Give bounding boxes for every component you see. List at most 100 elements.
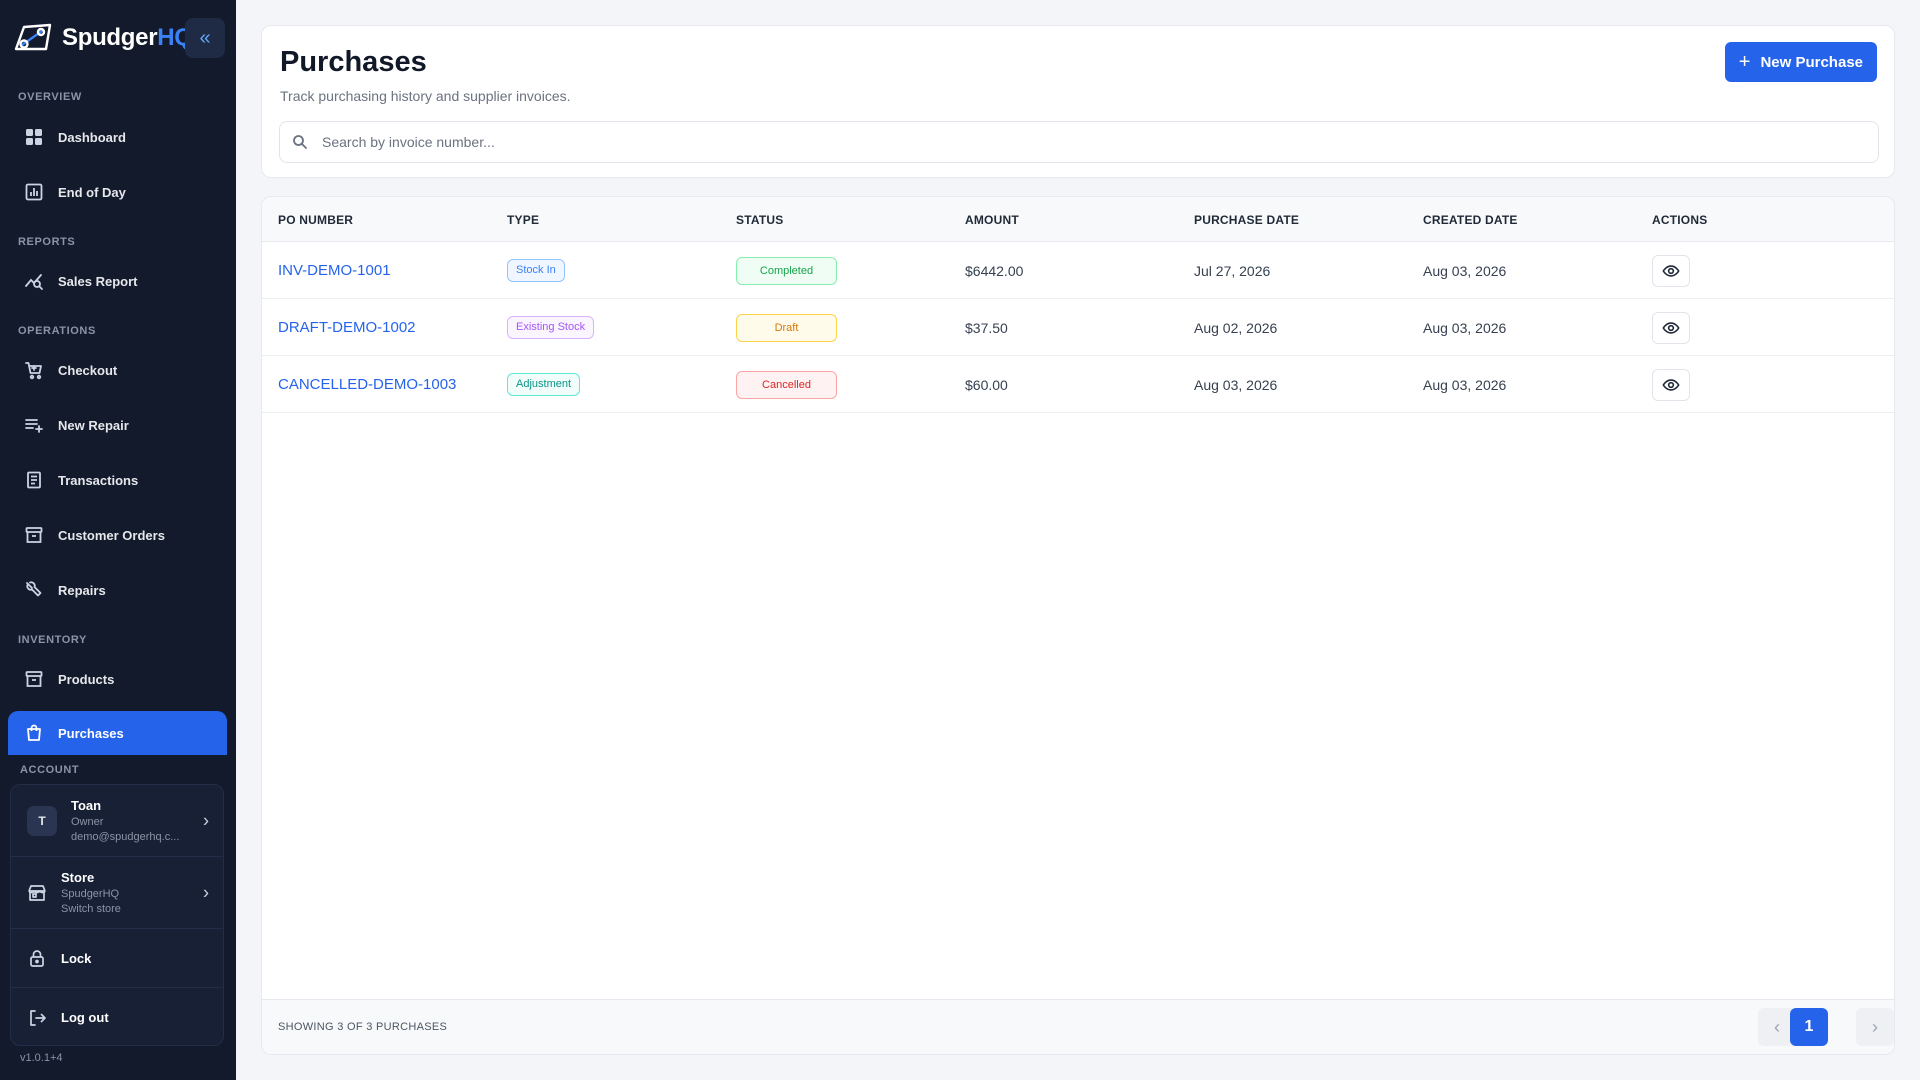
sidebar-item-label: End of Day [58,184,126,200]
brand-name: SpudgerHQ [62,24,193,51]
new-purchase-label: New Purchase [1760,53,1863,71]
user-email: demo@spudgerhq.c... [71,831,180,843]
column-header-po-number[interactable]: PO NUMBER [278,213,354,227]
table-footer: SHOWING 3 OF 3 PURCHASES ‹ 1 › [262,999,1894,1054]
sidebar-item-label: Customer Orders [58,527,165,543]
page-title: Purchases [280,46,427,78]
sidebar-item-purchases[interactable]: Purchases [8,711,227,755]
page-subtitle: Track purchasing history and supplier in… [280,88,571,104]
po-number-link[interactable]: DRAFT-DEMO-1002 [278,319,416,336]
sidebar-item-dashboard[interactable]: Dashboard [8,115,227,159]
column-header-actions: ACTIONS [1652,213,1708,227]
avatar: T [27,805,57,836]
archive-box-icon [25,671,43,687]
store-icon [28,884,46,901]
view-purchase-button[interactable] [1652,311,1690,344]
section-label-operations: OPERATIONS [18,325,96,337]
section-label-reports: REPORTS [18,236,76,248]
brand-logo[interactable]: SpudgerHQ [10,18,193,58]
view-purchase-button[interactable] [1652,254,1690,287]
created-date-cell: Aug 03, 2026 [1423,319,1507,336]
section-label-account: ACCOUNT [20,764,80,776]
column-header-amount[interactable]: AMOUNT [965,213,1019,227]
view-purchase-button[interactable] [1652,368,1690,401]
page-number-button[interactable]: 1 [1790,1008,1828,1046]
receipt-icon [27,471,41,489]
chevron-left-icon: ‹ [1774,1016,1780,1037]
section-label-overview: OVERVIEW [18,91,82,103]
cart-icon [25,362,42,380]
previous-page-button[interactable]: ‹ [1758,1008,1796,1046]
next-page-button[interactable]: › [1856,1008,1894,1046]
double-chevron-left-icon: « [199,26,211,49]
amount-cell: $6442.00 [965,262,1024,279]
sidebar-item-repairs[interactable]: Repairs [8,568,227,612]
store-switch-button[interactable]: Store SpudgerHQ Switch store › [11,857,223,929]
search-box [279,121,1879,163]
type-badge: Stock In [507,259,565,282]
trend-search-icon [25,274,43,290]
status-badge: Cancelled [736,370,837,399]
purchase-date-cell: Aug 03, 2026 [1194,376,1278,393]
sidebar-item-label: Products [58,671,115,687]
sidebar-item-end-of-day[interactable]: End of Day [8,170,227,214]
sidebar-item-label: Transactions [58,472,139,488]
logout-icon [30,1009,46,1026]
sidebar-item-transactions[interactable]: Transactions [8,458,227,502]
lock-button[interactable]: Lock [11,929,223,988]
status-badge: Completed [736,256,837,285]
created-date-cell: Aug 03, 2026 [1423,262,1507,279]
sidebar: SpudgerHQ « OVERVIEW Dashboard End of Da… [0,0,236,1080]
store-title: Store [61,870,95,885]
logout-button[interactable]: Log out [11,988,223,1045]
bar-chart-icon [25,183,43,201]
table-row[interactable]: DRAFT-DEMO-1002 Existing Stock Draft $37… [262,299,1894,356]
results-count: SHOWING 3 OF 3 PURCHASES [278,1021,448,1033]
created-date-cell: Aug 03, 2026 [1423,376,1507,393]
type-badge: Adjustment [507,373,581,396]
purchases-table: PO NUMBER TYPE STATUS AMOUNT PURCHASE DA… [261,196,1895,1055]
amount-cell: $37.50 [965,319,1008,336]
new-purchase-button[interactable]: + New Purchase [1724,42,1877,82]
search-input[interactable] [322,134,1862,150]
column-header-created-date[interactable]: CREATED DATE [1423,213,1518,227]
sidebar-item-sales-report[interactable]: Sales Report [8,259,227,303]
column-header-purchase-date[interactable]: PURCHASE DATE [1194,213,1300,227]
table-header: PO NUMBER TYPE STATUS AMOUNT PURCHASE DA… [262,197,1894,242]
sidebar-item-label: Sales Report [58,273,138,289]
wrench-icon [26,581,42,597]
logout-label: Log out [61,1010,109,1025]
sidebar-item-label: Checkout [58,362,118,378]
status-badge: Draft [736,313,837,342]
account-panel: T Toan Owner demo@spudgerhq.c... › Store… [10,784,224,1046]
sidebar-item-customer-orders[interactable]: Customer Orders [8,513,227,557]
user-name: Toan [71,798,102,813]
eye-icon [1662,264,1680,277]
sidebar-item-checkout[interactable]: Checkout [8,348,227,392]
type-badge: Existing Stock [507,316,595,339]
po-number-link[interactable]: CANCELLED-DEMO-1003 [278,376,457,393]
table-row[interactable]: INV-DEMO-1001 Stock In Completed $6442.0… [262,242,1894,299]
chevron-right-icon: › [203,810,209,830]
amount-cell: $60.00 [965,376,1008,393]
column-header-type[interactable]: TYPE [507,213,540,227]
store-name: SpudgerHQ [61,888,120,900]
spudger-logo-icon [14,23,52,51]
table-row[interactable]: CANCELLED-DEMO-1003 Adjustment Cancelled… [262,356,1894,413]
shopping-bag-icon [27,724,41,741]
purchase-date-cell: Aug 02, 2026 [1194,319,1278,336]
sidebar-item-products[interactable]: Products [8,657,227,701]
page-header: Purchases Track purchasing history and s… [261,25,1895,178]
po-number-link[interactable]: INV-DEMO-1001 [278,262,391,279]
purchase-date-cell: Jul 27, 2026 [1194,262,1271,279]
eye-icon [1662,321,1680,334]
dashboard-icon [26,129,42,145]
lock-icon [30,950,44,967]
sidebar-item-new-repair[interactable]: New Repair [8,403,227,447]
section-label-inventory: INVENTORY [18,634,87,646]
collapse-sidebar-button[interactable]: « [185,18,225,58]
sidebar-item-label: Dashboard [58,129,126,145]
user-profile-button[interactable]: T Toan Owner demo@spudgerhq.c... › [11,785,223,857]
column-header-status[interactable]: STATUS [736,213,784,227]
lock-label: Lock [61,950,92,966]
